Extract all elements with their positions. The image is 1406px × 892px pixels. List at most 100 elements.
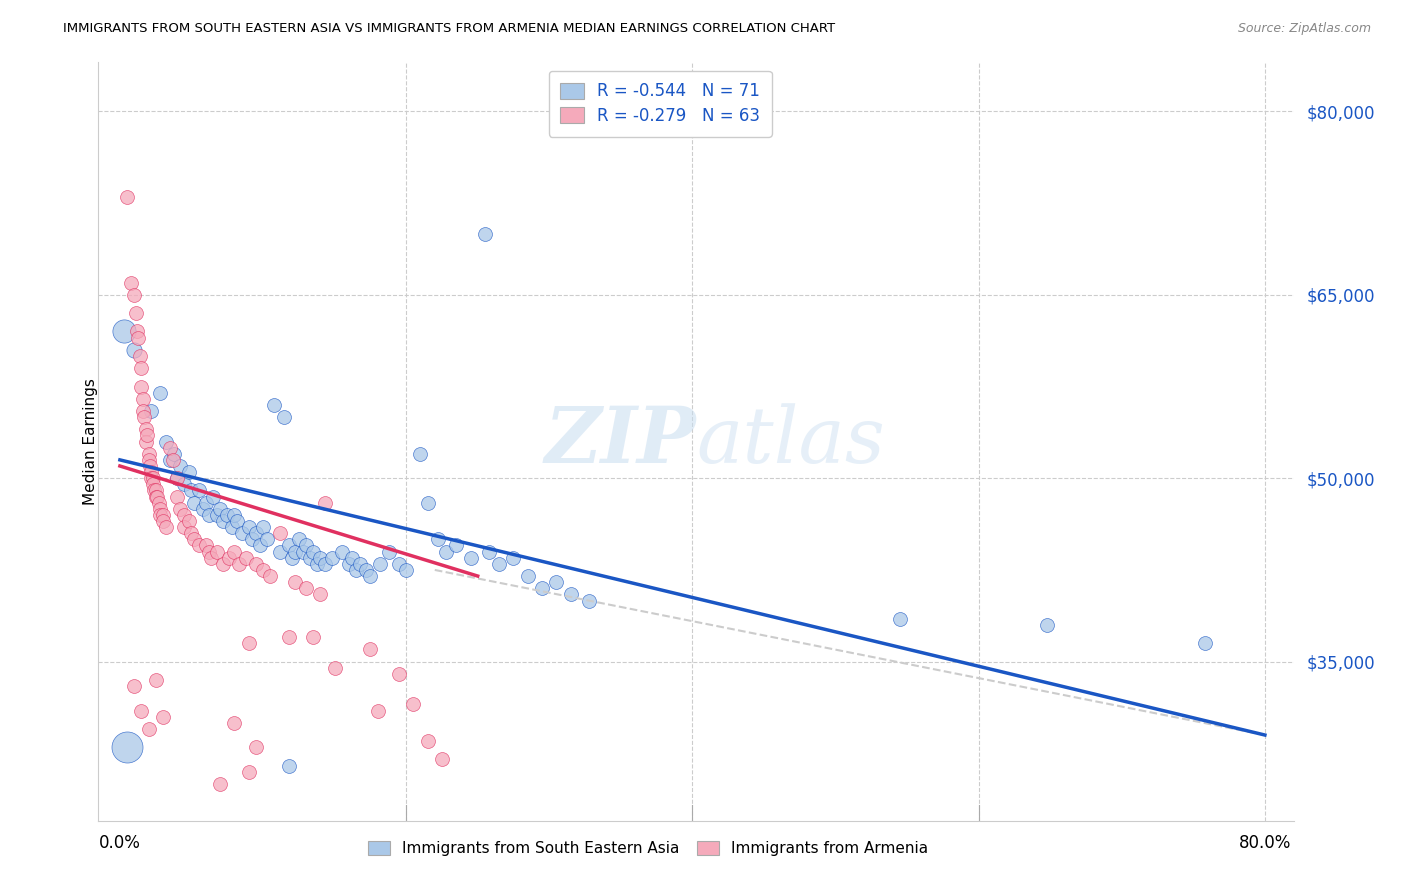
Point: [155, 520, 177, 534]
Point: [124, 306, 146, 320]
Point: [388, 557, 411, 571]
Point: [238, 636, 260, 650]
Point: [263, 398, 285, 412]
Point: [197, 544, 219, 558]
Point: [560, 587, 582, 601]
Point: [169, 501, 191, 516]
Point: [122, 343, 145, 357]
Point: [1036, 618, 1059, 632]
Point: [180, 483, 202, 498]
Point: [1194, 636, 1216, 650]
Point: [194, 539, 217, 553]
Point: [245, 740, 267, 755]
Point: [252, 520, 274, 534]
Point: [129, 349, 152, 363]
Point: [142, 477, 165, 491]
Point: [159, 441, 181, 455]
Point: [402, 698, 425, 712]
Text: IMMIGRANTS FROM SOUTH EASTERN ASIA VS IMMIGRANTS FROM ARMENIA MEDIAN EARNINGS CO: IMMIGRANTS FROM SOUTH EASTERN ASIA VS IM…: [63, 22, 835, 36]
Point: [200, 550, 222, 565]
Point: [187, 483, 209, 498]
Point: [314, 557, 336, 571]
Point: [205, 544, 228, 558]
Point: [197, 508, 219, 522]
Point: [177, 514, 200, 528]
Point: [177, 465, 200, 479]
Point: [295, 582, 318, 596]
Point: [194, 496, 217, 510]
Point: [149, 385, 172, 400]
Point: [149, 508, 172, 522]
Point: [340, 550, 363, 565]
Point: [131, 704, 153, 718]
Point: [218, 550, 240, 565]
Point: [135, 422, 157, 436]
Point: [169, 458, 191, 473]
Point: [159, 453, 181, 467]
Point: [209, 777, 232, 791]
Point: [283, 544, 305, 558]
Point: [128, 330, 150, 344]
Point: [378, 544, 401, 558]
Point: [115, 740, 138, 755]
Text: ZIP: ZIP: [544, 403, 696, 480]
Point: [224, 715, 246, 730]
Point: [138, 453, 160, 467]
Point: [145, 490, 167, 504]
Point: [460, 550, 482, 565]
Point: [256, 533, 278, 547]
Point: [120, 276, 142, 290]
Point: [166, 471, 188, 485]
Point: [212, 557, 235, 571]
Point: [430, 752, 453, 766]
Point: [531, 582, 554, 596]
Point: [344, 563, 367, 577]
Point: [330, 544, 353, 558]
Point: [115, 190, 138, 204]
Point: [205, 508, 228, 522]
Point: [131, 361, 153, 376]
Point: [138, 722, 160, 736]
Point: [209, 501, 232, 516]
Point: [131, 379, 153, 393]
Point: [359, 569, 381, 583]
Point: [152, 514, 174, 528]
Text: Source: ZipAtlas.com: Source: ZipAtlas.com: [1237, 22, 1371, 36]
Point: [314, 496, 336, 510]
Point: [302, 630, 325, 644]
Point: [112, 325, 135, 339]
Point: [299, 550, 322, 565]
Point: [212, 514, 235, 528]
Point: [259, 569, 281, 583]
Point: [488, 557, 510, 571]
Point: [283, 575, 305, 590]
Point: [245, 526, 267, 541]
Point: [245, 557, 267, 571]
Point: [201, 490, 224, 504]
Point: [146, 490, 169, 504]
Point: [132, 392, 155, 406]
Point: [166, 490, 188, 504]
Point: [307, 557, 329, 571]
Point: [136, 428, 159, 442]
Point: [166, 471, 188, 485]
Point: [288, 533, 311, 547]
Point: [145, 673, 167, 687]
Point: [388, 666, 411, 681]
Point: [277, 539, 299, 553]
Point: [309, 587, 332, 601]
Point: [139, 458, 162, 473]
Point: [173, 520, 195, 534]
Point: [125, 325, 148, 339]
Point: [226, 514, 249, 528]
Point: [132, 404, 155, 418]
Point: [217, 508, 239, 522]
Point: [359, 642, 381, 657]
Point: [280, 550, 302, 565]
Point: [434, 544, 457, 558]
Point: [395, 563, 418, 577]
Point: [152, 508, 174, 522]
Point: [162, 453, 184, 467]
Point: [309, 550, 332, 565]
Point: [349, 557, 371, 571]
